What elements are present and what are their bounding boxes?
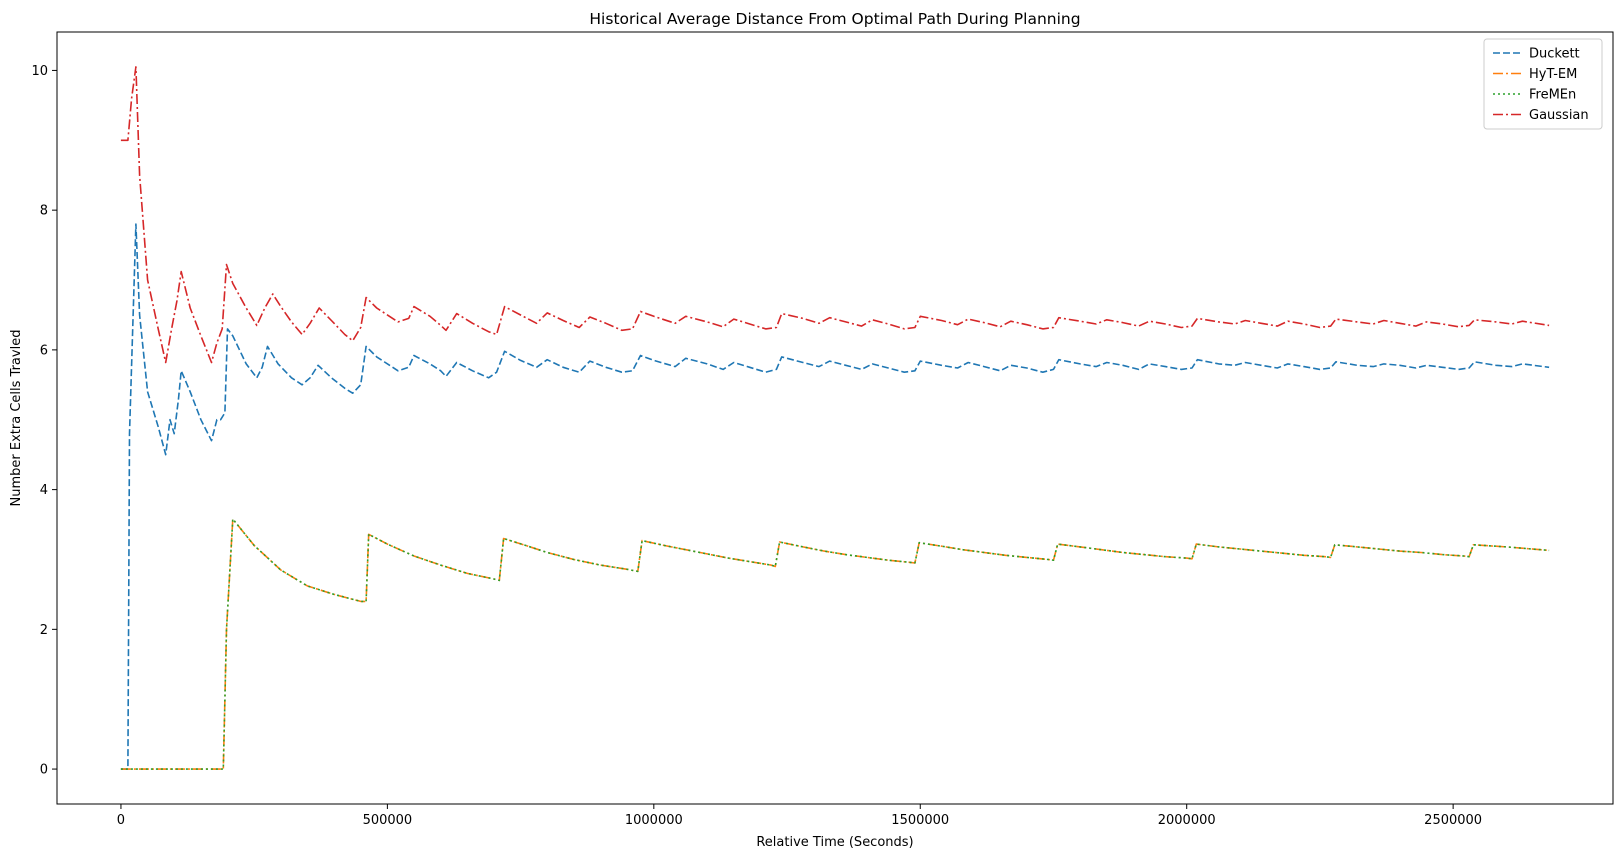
series-line-fremen — [120, 518, 1550, 770]
y-tick-label: 8 — [40, 204, 48, 219]
series-line-gaussian — [120, 66, 1550, 364]
legend-box — [1483, 38, 1603, 130]
y-tick-label: 10 — [31, 64, 48, 79]
y-axis-ticks: 0 2 4 6 8 10 — [31, 64, 57, 778]
series-line-duckett — [120, 223, 1550, 770]
x-tick-label: 2000000 — [1158, 813, 1216, 828]
legend-label: HyT-EM — [1529, 67, 1577, 82]
chart-title: Historical Average Distance From Optimal… — [589, 10, 1080, 28]
x-tick-label: 1000000 — [625, 813, 683, 828]
plot-frame — [56, 31, 1614, 805]
y-axis-label: Number Extra Cells Travled — [9, 330, 24, 507]
legend-label: FreMEn — [1529, 88, 1576, 103]
x-tick-label: 2500000 — [1424, 813, 1482, 828]
series-line-hyt-em — [120, 518, 1550, 770]
x-axis-label: Relative Time (Seconds) — [756, 835, 913, 850]
x-axis-ticks: 0 500000 1000000 1500000 2000000 2500000 — [117, 804, 1482, 828]
x-tick-label: 0 — [117, 813, 125, 828]
series-layer — [120, 66, 1550, 770]
y-tick-label: 6 — [40, 343, 48, 358]
legend-label: Gaussian — [1529, 108, 1589, 123]
y-tick-label: 4 — [40, 483, 48, 498]
x-tick-label: 500000 — [363, 813, 413, 828]
legend-label: Duckett — [1529, 47, 1580, 62]
x-tick-label: 1500000 — [891, 813, 949, 828]
y-tick-label: 0 — [40, 763, 48, 778]
y-tick-label: 2 — [40, 623, 48, 638]
legend: Duckett HyT-EM FreMEn Gaussian — [1483, 38, 1603, 130]
